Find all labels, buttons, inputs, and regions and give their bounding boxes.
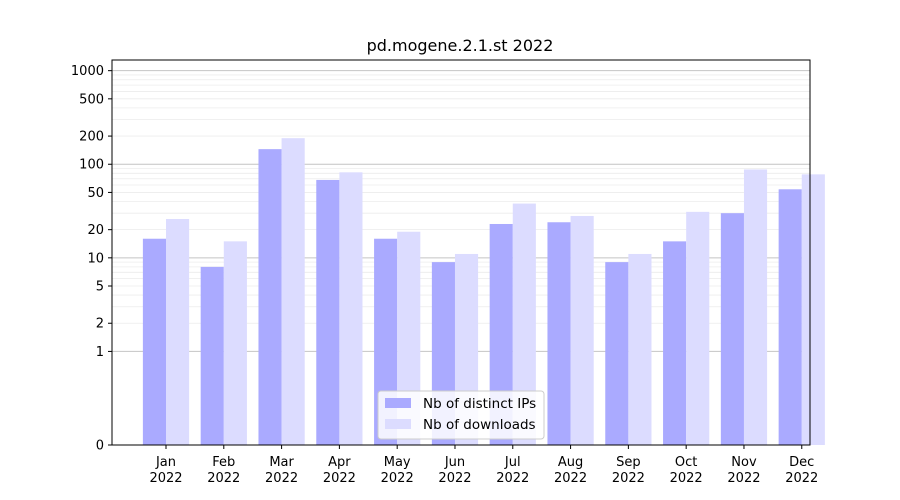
y-tick-label: 2 bbox=[96, 317, 104, 332]
y-tick-label: 50 bbox=[87, 186, 104, 201]
bar-downloads-2 bbox=[281, 138, 305, 446]
bar-distinct-ips-6 bbox=[489, 223, 513, 445]
chart-title: pd.mogene.2.1.st 2022 bbox=[367, 36, 554, 55]
bar-downloads-1 bbox=[223, 241, 247, 445]
y-tick-label: 10 bbox=[87, 251, 104, 266]
plot-frame bbox=[111, 59, 811, 446]
bar-distinct-ips-2 bbox=[258, 149, 282, 445]
x-tick-label: Jan 2022 bbox=[149, 455, 182, 486]
x-tick-label: Feb 2022 bbox=[207, 455, 240, 486]
legend: Nb of distinct IPs Nb of downloads bbox=[377, 390, 545, 440]
bar-distinct-ips-9 bbox=[663, 241, 687, 445]
bar-distinct-ips-11 bbox=[778, 189, 802, 445]
y-tick-label: 0 bbox=[96, 439, 104, 454]
x-tick-label: Oct 2022 bbox=[670, 455, 703, 486]
bar-downloads-0 bbox=[166, 218, 190, 445]
x-tick-label: Dec 2022 bbox=[785, 455, 818, 486]
x-tick-label: Aug 2022 bbox=[554, 455, 587, 486]
y-tick-label: 500 bbox=[79, 92, 104, 107]
legend-label-distinct-ips: Nb of distinct IPs bbox=[423, 396, 536, 412]
bar-distinct-ips-10 bbox=[720, 213, 744, 445]
bar-downloads-7 bbox=[570, 215, 594, 445]
y-tick-label: 100 bbox=[79, 158, 104, 173]
bars bbox=[142, 138, 825, 446]
x-tick-label: Mar 2022 bbox=[265, 455, 298, 486]
bar-distinct-ips-7 bbox=[547, 222, 571, 445]
bar-downloads-6 bbox=[512, 203, 536, 445]
legend-swatch-distinct-ips bbox=[385, 398, 411, 408]
bar-downloads-11 bbox=[801, 174, 825, 445]
bar-distinct-ips-1 bbox=[200, 266, 224, 445]
y-tick-label: 1000 bbox=[71, 64, 104, 79]
legend-swatch-downloads bbox=[385, 419, 411, 429]
y-tick-label: 1 bbox=[96, 345, 104, 360]
x-tick-label: Nov 2022 bbox=[727, 455, 760, 486]
x-tick-label: Apr 2022 bbox=[323, 455, 356, 486]
x-tick-label: May 2022 bbox=[381, 455, 414, 486]
x-tick-label: Jul 2022 bbox=[496, 455, 529, 486]
x-tick-label: Sep 2022 bbox=[612, 455, 645, 486]
bar-downloads-8 bbox=[628, 253, 652, 445]
legend-label-downloads: Nb of downloads bbox=[423, 417, 536, 433]
y-tick-label: 20 bbox=[87, 223, 104, 238]
y-axis: 0 1 2 5 10 20 50 100 200 500 1000 bbox=[71, 64, 112, 454]
bar-downloads-3 bbox=[339, 172, 363, 446]
bar-distinct-ips-3 bbox=[316, 179, 340, 445]
legend-box bbox=[377, 390, 545, 440]
bar-downloads-10 bbox=[743, 169, 768, 446]
y-tick-label: 200 bbox=[79, 130, 104, 145]
y-tick-label: 5 bbox=[96, 280, 104, 295]
x-tick-label: Jun 2022 bbox=[438, 455, 471, 486]
bar-distinct-ips-8 bbox=[605, 262, 629, 445]
bar-downloads-9 bbox=[686, 211, 710, 445]
bar-distinct-ips-0 bbox=[142, 238, 166, 445]
x-axis: Jan 2022 Feb 2022 Mar 2022 Apr 2022 May 2022 Jun 20… bbox=[149, 445, 818, 486]
